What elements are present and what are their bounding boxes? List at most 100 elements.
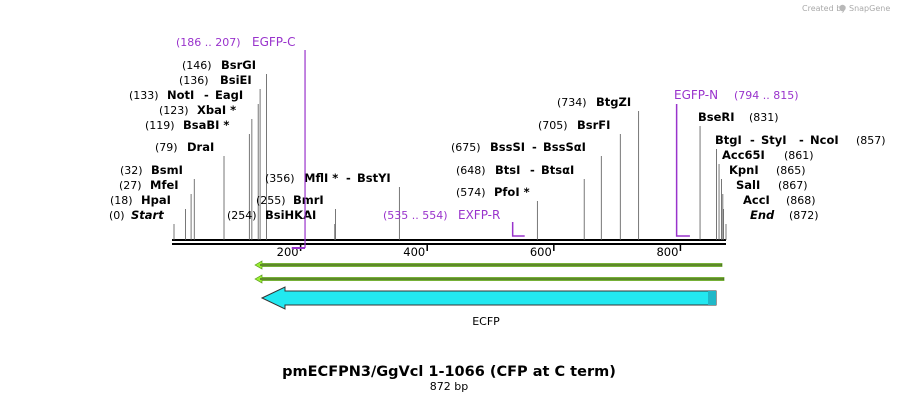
primer-range: (186 .. 207) <box>176 36 241 49</box>
site-pfoi[interactable]: (574) PfoI * <box>456 185 530 199</box>
primer-egfp-n-label[interactable]: EGFP-N (794 .. 815) <box>674 88 799 102</box>
site-pos: (136) <box>179 74 209 87</box>
site-name-3: NcoI <box>810 133 839 147</box>
feature-ecfp[interactable]: ECFP <box>260 286 717 328</box>
site-name: KpnI <box>729 163 759 177</box>
site-separator: - <box>530 163 535 177</box>
site-pos: (705) <box>538 119 568 132</box>
site-pos: (254) <box>227 209 257 222</box>
site-name: MfeI <box>150 178 179 192</box>
primer-exfp-r-mark <box>511 222 525 237</box>
site-separator: - <box>346 171 351 185</box>
site-acc65i[interactable]: Acc65I (861) <box>722 148 814 162</box>
site-name: DraI <box>187 140 214 154</box>
site-pos: (857) <box>856 134 886 147</box>
site-btgzi[interactable]: (734) BtgZI <box>557 95 631 109</box>
site-bseri[interactable]: BseRI (831) <box>698 110 779 124</box>
site-btsi-btsai[interactable]: (648) BtsI - BtsαI <box>456 163 574 177</box>
site-name: BtgI <box>715 133 742 147</box>
site-bsmi[interactable]: (32) BsmI <box>120 163 183 177</box>
feature-ecfp-end-hatch <box>708 291 716 305</box>
site-name: BsrFI <box>577 118 610 132</box>
site-name-2: EagI <box>215 88 243 102</box>
primer-exfp-r-label[interactable]: (535 .. 554) EXFP-R <box>383 208 500 222</box>
site-pos: (574) <box>456 186 486 199</box>
axis-tick-label: 600 <box>530 245 552 259</box>
site-name: BseRI <box>698 110 735 124</box>
site-pos: (648) <box>456 164 486 177</box>
site-mfli-bstyi[interactable]: (356) MflI * - BstYI <box>265 171 391 185</box>
site-bsrgi[interactable]: (146) BsrGI <box>182 58 256 72</box>
credit-created-by: Created by <box>802 4 846 13</box>
site-bsrfi[interactable]: (705) BsrFI <box>538 118 610 132</box>
site-name: BtgZI <box>596 95 631 109</box>
map-title: pmECFPN3/GgVcl 1-1066 (CFP at C term) <box>282 364 616 380</box>
site-separator: - <box>204 88 209 102</box>
site-bsabi[interactable]: (119) BsaBI * <box>145 118 229 132</box>
site-pos: (831) <box>749 111 779 124</box>
site-hpai[interactable]: (18) HpaI <box>110 193 171 207</box>
site-lines <box>173 74 727 240</box>
site-drai[interactable]: (79) DraI <box>155 140 214 154</box>
site-mfei[interactable]: (27) MfeI <box>119 178 179 192</box>
primer-name: EGFP-N <box>674 88 718 102</box>
credit-brand[interactable]: SnapGene <box>849 4 890 13</box>
site-acci[interactable]: AccI (868) <box>743 193 816 207</box>
site-end[interactable]: End (872) <box>750 208 819 222</box>
site-pos: (865) <box>776 164 806 177</box>
primer-egfp-c-label[interactable]: (186 .. 207) EGFP-C <box>176 35 295 49</box>
site-bsssi-bsssai[interactable]: (675) BssSI - BssSαI <box>451 140 586 154</box>
site-name: NotI <box>167 88 194 102</box>
site-separator: - <box>750 133 755 147</box>
site-pos: (32) <box>120 164 143 177</box>
site-name: BtsI <box>495 163 520 177</box>
site-name-2: StyI <box>761 133 787 147</box>
primer-range: (535 .. 554) <box>383 209 448 222</box>
site-name: PfoI * <box>494 185 530 199</box>
axis-ticks: 200 400 600 800 <box>277 245 682 259</box>
feature-ecfp-arrow <box>260 286 717 310</box>
site-name: Acc65I <box>722 148 765 162</box>
site-kpni[interactable]: KpnI (865) <box>729 163 806 177</box>
site-pos: (123) <box>159 104 189 117</box>
site-pos: (867) <box>778 179 808 192</box>
site-separator: - <box>532 140 537 154</box>
site-btgi-styi-ncoi[interactable]: BtgI - StyI - NcoI (857) <box>715 133 886 147</box>
primer-name: EGFP-C <box>252 35 295 49</box>
axis-tick-label: 400 <box>403 245 425 259</box>
site-xbai[interactable]: (123) XbaI * <box>159 103 236 117</box>
site-name: BsiHKAI <box>265 208 316 222</box>
site-pos: (675) <box>451 141 481 154</box>
site-pos: (356) <box>265 172 295 185</box>
site-name: MflI * <box>304 171 338 185</box>
site-name: BsrGI <box>221 58 256 72</box>
site-pos: (0) <box>109 209 125 222</box>
primer-name: EXFP-R <box>458 208 500 222</box>
site-bmri[interactable]: (255) BmrI <box>256 193 324 207</box>
site-bsiei[interactable]: (136) BsiEI <box>179 73 252 87</box>
site-sali[interactable]: SalI (867) <box>736 178 808 192</box>
site-pos: (133) <box>129 89 159 102</box>
site-name: AccI <box>743 193 770 207</box>
site-bsihkai[interactable]: (254) BsiHKAI <box>227 208 316 222</box>
site-pos: (146) <box>182 59 212 72</box>
primer-marks <box>291 50 690 249</box>
site-pos: (79) <box>155 141 178 154</box>
site-name: BssSI <box>490 140 525 154</box>
site-pos: (872) <box>789 209 819 222</box>
site-name: BsmI <box>151 163 183 177</box>
feature-ecfp-label: ECFP <box>472 315 500 328</box>
site-pos: (255) <box>256 194 286 207</box>
site-name: SalI <box>736 178 760 192</box>
orf-arrow-2[interactable] <box>254 274 725 284</box>
site-noti-eagi[interactable]: (133) NotI - EagI <box>129 88 243 102</box>
site-name: End <box>750 208 775 222</box>
site-name: BmrI <box>293 193 324 207</box>
axis-tick-label: 800 <box>656 245 678 259</box>
snapgene-logo-icon <box>839 4 846 12</box>
orf-arrow-1[interactable] <box>254 260 723 270</box>
site-name: BsiEI <box>220 73 252 87</box>
site-start[interactable]: (0) Start <box>109 208 164 222</box>
